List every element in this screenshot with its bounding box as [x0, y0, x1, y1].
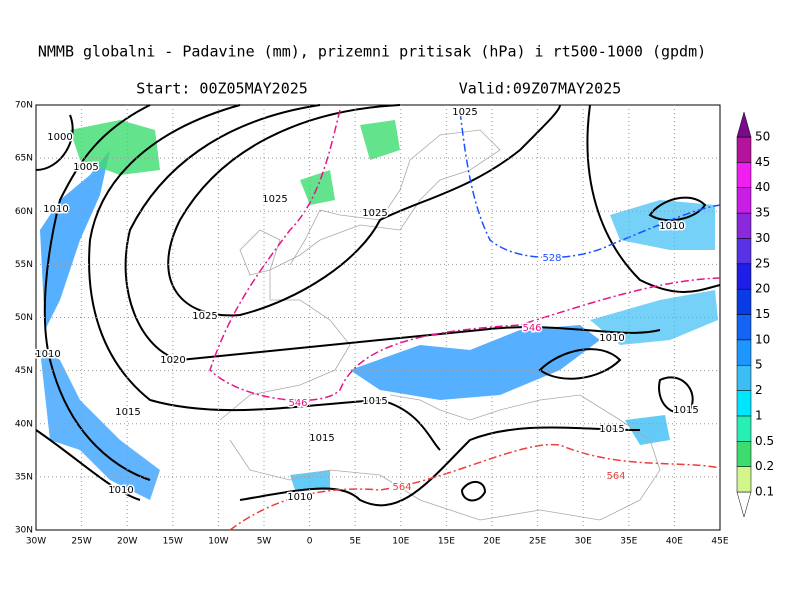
colorbar-label: 15 [755, 307, 770, 321]
colorbar-triangle [736, 111, 752, 138]
lon-label: 20W [117, 537, 137, 547]
axes: 30W 25W 20W 15W 10W 5W 0 5E 10E 15E 20E 25E 30E 35E 40… [15, 101, 729, 547]
isobar-label: 1025 [362, 208, 387, 219]
lon-label: 10E [392, 537, 409, 547]
colorbar-box [736, 136, 752, 163]
colorbar-label: 2 [755, 383, 763, 397]
colorbar-label: 30 [755, 231, 770, 245]
colorbar-triangle [736, 491, 752, 518]
colorbar-box [736, 263, 752, 290]
lon-label: 10W [208, 537, 228, 547]
precipitation [40, 120, 718, 500]
isobar-label: 1010 [287, 492, 312, 503]
colorbar-label: 1 [755, 408, 763, 422]
isobars [35, 104, 721, 507]
isobar-label: 1010 [599, 333, 624, 344]
colorbar-label: 40 [755, 180, 770, 194]
colorbar-label: 50 [755, 130, 770, 144]
thickness-label: 546 [288, 398, 307, 409]
isobar-label: 1020 [160, 355, 185, 366]
lon-label: 5W [257, 537, 272, 547]
valid-time: Valid:09Z07MAY2025 [459, 80, 622, 98]
lat-label: 60N [15, 207, 33, 217]
lon-label: 35E [620, 537, 637, 547]
title: NMMB globalni - Padavine (mm), prizemni … [38, 43, 706, 61]
lat-label: 55N [15, 260, 33, 270]
lon-label: 5E [349, 537, 361, 547]
colorbar-box [736, 288, 752, 315]
lon-label: 30W [26, 537, 46, 547]
lat-label: 45N [15, 366, 33, 376]
isobar-label: 1010 [108, 485, 133, 496]
isobar-label: 1010 [659, 221, 684, 232]
colorbar-label: 0.2 [755, 459, 774, 473]
contour-labels: 1025 1000 1005 1010 1025 1025 1010 1025 1010 1010… [34, 106, 700, 505]
lon-label: 40E [666, 537, 683, 547]
lat-label: 35N [15, 472, 33, 482]
thickness-label: 528 [542, 253, 561, 264]
colorbar-box [736, 238, 752, 265]
colorbar-box [736, 466, 752, 493]
lon-label: 25E [529, 537, 546, 547]
colorbar-box [736, 415, 752, 442]
lat-label: 50N [15, 313, 33, 323]
isobar-label: 1010 [43, 204, 68, 215]
lon-label: 15E [438, 537, 455, 547]
start-time: Start: 00Z05MAY2025 [136, 80, 308, 98]
lon-label: 0 [307, 537, 313, 547]
colorbar-label: 10 [755, 332, 770, 346]
isobar-label: 1015 [362, 396, 387, 407]
colorbar-label: 25 [755, 256, 770, 270]
isobar-label: 1015 [309, 433, 334, 444]
colorbar-label: 0.5 [755, 434, 774, 448]
isobar-label: 1015 [673, 405, 698, 416]
colorbar-box [736, 390, 752, 417]
lat-label: 70N [15, 101, 33, 111]
lat-label: 40N [15, 419, 33, 429]
isobar-label: 1005 [73, 162, 98, 173]
lon-label: 15W [163, 537, 183, 547]
colorbar-label: 20 [755, 282, 770, 296]
lat-label: 65N [15, 154, 33, 164]
colorbar-box [736, 314, 752, 341]
lon-label: 25W [71, 537, 91, 547]
colorbar-label: 45 [755, 155, 770, 169]
thickness-label: 546 [522, 323, 541, 334]
colorbar-box [736, 212, 752, 239]
isobar-label: 1000 [47, 132, 72, 143]
thickness-lines [209, 109, 721, 531]
lon-label: 45E [711, 537, 728, 547]
colorbar-label: 35 [755, 206, 770, 220]
lon-label: 30E [575, 537, 592, 547]
isobar-label: 1025 [262, 194, 287, 205]
colorbar-box [736, 364, 752, 391]
coastlines [219, 129, 661, 521]
colorbar-box [736, 162, 752, 188]
isobar-label: 1025 [452, 107, 477, 118]
colorbar-label: 0.1 [755, 485, 774, 499]
colorbar-label: 5 [755, 358, 763, 372]
colorbar-box [736, 441, 752, 467]
isobar-label: 1015 [599, 424, 624, 435]
isobar-label: 1010 [35, 349, 60, 360]
lat-label: 30N [15, 526, 33, 536]
thickness-label: 564 [392, 482, 411, 493]
colorbar-box [736, 187, 752, 214]
colorbar-box [736, 339, 752, 366]
isobar-label: 1015 [115, 407, 140, 418]
lon-label: 20E [483, 537, 500, 547]
isobar-label: 1025 [192, 311, 217, 322]
